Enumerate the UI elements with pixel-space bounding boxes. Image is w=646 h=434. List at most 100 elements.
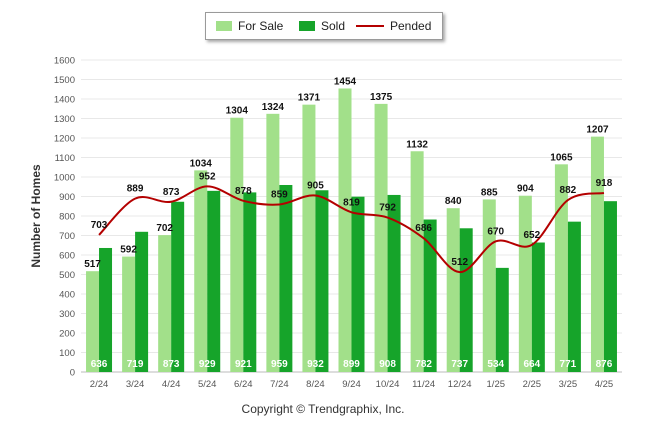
data-label-for-sale: 1304 bbox=[226, 106, 249, 117]
y-tick-label: 1200 bbox=[54, 134, 75, 145]
bar-for-sale bbox=[518, 195, 532, 372]
bar-for-sale bbox=[86, 271, 100, 372]
y-axis-ticks: 0 100 200 300 400 500 600 700 800 900 1000 1100 1200… bbox=[54, 56, 75, 379]
y-tick-label: 700 bbox=[59, 231, 75, 242]
x-tick-label: 2/25 bbox=[523, 379, 542, 390]
legend-label-sold: Sold bbox=[321, 19, 346, 33]
y-tick-label: 100 bbox=[59, 348, 75, 359]
bar-for-sale bbox=[410, 151, 424, 372]
data-label-for-sale: 1375 bbox=[370, 92, 393, 103]
x-tick-label: 2/24 bbox=[90, 379, 109, 390]
bar-sold bbox=[243, 192, 257, 372]
bar-for-sale bbox=[590, 136, 604, 372]
x-tick-label: 4/25 bbox=[595, 379, 614, 390]
data-label-pended: 670 bbox=[487, 226, 504, 237]
x-tick-label: 11/24 bbox=[412, 379, 435, 390]
bar-for-sale bbox=[266, 113, 280, 372]
data-label-sold: 719 bbox=[127, 359, 144, 370]
copyright-text: Copyright © Trendgraphix, Inc. bbox=[241, 402, 405, 416]
y-tick-label: 300 bbox=[59, 309, 75, 320]
data-label-sold: 664 bbox=[523, 359, 540, 370]
bar-for-sale bbox=[374, 103, 388, 372]
data-label-sold: 876 bbox=[596, 359, 613, 370]
data-label-pended: 952 bbox=[199, 171, 216, 182]
y-tick-label: 900 bbox=[59, 192, 75, 203]
bars bbox=[86, 88, 617, 372]
x-tick-label: 4/24 bbox=[162, 379, 181, 390]
legend-item-for-sale: For Sale bbox=[216, 13, 283, 39]
legend-item-sold: Sold bbox=[299, 13, 345, 39]
data-label-pended: 878 bbox=[235, 186, 252, 197]
legend-swatch-for-sale bbox=[216, 21, 232, 31]
bar-for-sale bbox=[338, 88, 352, 372]
data-label-pended: 889 bbox=[127, 184, 144, 195]
data-label-for-sale: 1034 bbox=[190, 158, 213, 169]
data-label-pended: 512 bbox=[451, 257, 468, 268]
bar-sold bbox=[171, 201, 185, 372]
data-label-pended: 905 bbox=[307, 181, 324, 192]
y-tick-label: 1000 bbox=[54, 173, 75, 184]
data-label-for-sale: 702 bbox=[156, 223, 173, 234]
x-axis-ticks: 2/24 3/24 4/24 5/24 6/24 7/24 8/24 9/24 10/24 11/… bbox=[90, 379, 613, 390]
bar-sold bbox=[423, 219, 437, 372]
data-label-for-sale: 1371 bbox=[298, 93, 321, 104]
bar-sold bbox=[99, 247, 113, 372]
y-tick-label: 200 bbox=[59, 329, 75, 340]
data-label-for-sale: 840 bbox=[445, 196, 462, 207]
bar-sold bbox=[603, 201, 617, 372]
legend-label-pended: Pended bbox=[390, 19, 432, 33]
data-label-pended: 873 bbox=[163, 187, 180, 198]
y-tick-label: 0 bbox=[70, 368, 75, 379]
data-label-sold: 921 bbox=[235, 359, 252, 370]
data-label-sold: 782 bbox=[415, 359, 432, 370]
bar-for-sale bbox=[302, 104, 316, 372]
bar-sold bbox=[495, 267, 509, 372]
x-tick-label: 7/24 bbox=[270, 379, 289, 390]
data-label-sold: 873 bbox=[163, 359, 180, 370]
bar-sold bbox=[531, 242, 545, 372]
data-label-for-sale: 517 bbox=[84, 259, 101, 270]
x-tick-label: 8/24 bbox=[306, 379, 325, 390]
data-label-sold: 771 bbox=[560, 359, 577, 370]
y-tick-label: 600 bbox=[59, 251, 75, 262]
data-label-sold: 932 bbox=[307, 359, 324, 370]
y-tick-label: 400 bbox=[59, 290, 75, 301]
data-label-pended: 703 bbox=[91, 220, 108, 231]
x-tick-label: 1/25 bbox=[487, 379, 506, 390]
data-label-pended: 686 bbox=[415, 223, 432, 234]
data-label-for-sale: 1132 bbox=[406, 139, 428, 150]
data-label-pended: 859 bbox=[271, 189, 288, 200]
data-label-for-sale: 904 bbox=[517, 184, 534, 195]
y-tick-label: 1400 bbox=[54, 95, 75, 106]
bar-sold bbox=[315, 190, 329, 372]
bar-sold bbox=[567, 221, 581, 372]
data-label-sold: 534 bbox=[487, 359, 504, 370]
data-label-sold: 908 bbox=[379, 359, 396, 370]
data-label-sold: 959 bbox=[271, 359, 288, 370]
x-tick-label: 3/25 bbox=[559, 379, 578, 390]
x-tick-label: 5/24 bbox=[198, 379, 217, 390]
y-tick-label: 1300 bbox=[54, 114, 75, 125]
legend-swatch-pended bbox=[356, 25, 384, 27]
y-tick-label: 1100 bbox=[55, 153, 75, 164]
y-tick-label: 1600 bbox=[54, 56, 75, 67]
bar-for-sale bbox=[122, 256, 136, 372]
bar-for-sale bbox=[554, 164, 568, 372]
data-label-for-sale: 1207 bbox=[586, 125, 609, 136]
bar-for-sale bbox=[158, 235, 172, 372]
pended-line-layer bbox=[98, 185, 605, 274]
y-tick-label: 1500 bbox=[54, 75, 75, 86]
bar-sold bbox=[207, 190, 221, 372]
x-tick-label: 9/24 bbox=[342, 379, 361, 390]
data-labels: 517 636 592 719 702 873 1034 929 1304 921 1324 959 1… bbox=[84, 76, 613, 370]
legend: For Sale Sold Pended bbox=[205, 12, 443, 40]
bar-for-sale bbox=[230, 117, 244, 372]
y-tick-label: 500 bbox=[59, 270, 75, 281]
bar-for-sale bbox=[482, 199, 496, 372]
data-label-for-sale: 885 bbox=[481, 187, 498, 198]
data-label-pended: 652 bbox=[523, 230, 540, 241]
x-tick-label: 12/24 bbox=[448, 379, 472, 390]
y-axis-label: Number of Homes bbox=[29, 164, 43, 268]
data-label-for-sale: 592 bbox=[120, 245, 137, 256]
